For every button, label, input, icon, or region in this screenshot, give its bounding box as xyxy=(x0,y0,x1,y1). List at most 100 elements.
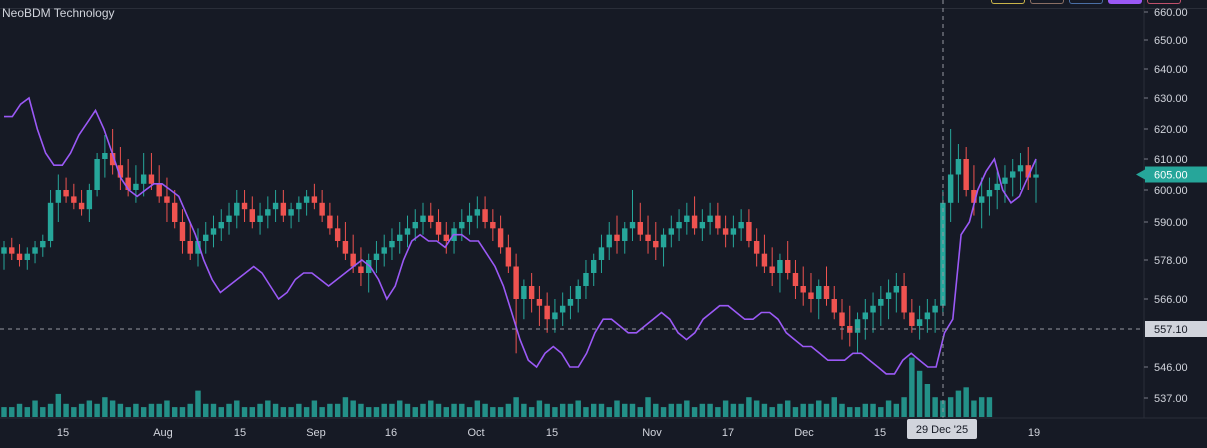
swatch-blue[interactable] xyxy=(1069,0,1103,4)
candle-body xyxy=(528,286,535,299)
swatch-yellow[interactable] xyxy=(991,0,1025,4)
volume-bar xyxy=(203,403,209,417)
candle-body xyxy=(707,215,713,222)
candle-body xyxy=(459,222,465,229)
candle-body xyxy=(691,215,698,229)
candle-body xyxy=(986,190,993,197)
candle-body xyxy=(358,266,364,273)
volume-bar xyxy=(559,403,566,417)
candle-body xyxy=(583,273,589,286)
candle-body xyxy=(885,292,892,299)
candle-body xyxy=(753,241,760,254)
candle-body xyxy=(629,222,636,229)
time-axis[interactable]: 15 Aug 15 Sep 16 Oct 15 Nov 17 Dec 15 29 Dec '25 19 xyxy=(57,419,1040,439)
volume-bar xyxy=(334,403,341,417)
volume-bar xyxy=(319,407,325,417)
volume-bar xyxy=(428,400,434,417)
candle-body xyxy=(55,190,62,203)
volume-bar xyxy=(909,357,915,417)
candle-body xyxy=(684,215,690,222)
volume-bar xyxy=(288,407,294,417)
volume-bar xyxy=(311,400,318,417)
volume-bar xyxy=(265,400,271,417)
candle-body xyxy=(218,222,224,229)
candle-body xyxy=(490,222,496,229)
swatch-purple[interactable] xyxy=(1108,0,1142,4)
candle-body xyxy=(109,153,116,166)
volume-bar xyxy=(420,403,426,417)
candle-body xyxy=(761,253,768,267)
price-tick-label: 590.00 xyxy=(1154,217,1188,229)
candle-body xyxy=(521,286,527,299)
volume-bar xyxy=(567,403,574,417)
volume-bar xyxy=(808,403,814,417)
candle-body xyxy=(482,209,488,222)
volume-bar xyxy=(684,400,690,417)
volume-bar xyxy=(249,407,256,417)
volume-bar xyxy=(140,407,147,417)
volume-bar xyxy=(397,400,403,417)
price-tick-label: 640.00 xyxy=(1154,64,1188,76)
volume-bar xyxy=(482,403,488,417)
candle-body xyxy=(412,222,418,229)
time-tick-label: 15 xyxy=(546,427,558,439)
volume-bar xyxy=(699,403,706,417)
volume-bar xyxy=(195,390,201,417)
time-tick-label: Aug xyxy=(153,427,173,439)
candle-body xyxy=(544,305,550,320)
volume-bar xyxy=(179,407,186,417)
volume-bar xyxy=(164,400,170,417)
volume-bar xyxy=(226,403,232,417)
volume-bar xyxy=(839,403,845,417)
candle-body xyxy=(296,202,302,210)
candle-body xyxy=(389,241,395,248)
candle-body xyxy=(614,234,620,241)
candle-body xyxy=(78,202,85,210)
candle-body xyxy=(342,241,349,254)
candle-body xyxy=(870,305,876,313)
candle-body xyxy=(288,209,294,216)
volume-bar xyxy=(722,400,729,417)
candle-body xyxy=(24,253,30,260)
volume-bar xyxy=(9,407,15,417)
candle-body xyxy=(474,209,481,216)
candle-body xyxy=(823,286,830,299)
volume-bar xyxy=(847,407,853,417)
swatch-brown[interactable] xyxy=(1030,0,1064,4)
candle-body xyxy=(1010,171,1016,178)
price-tick-label: 578.00 xyxy=(1154,255,1188,267)
candle-body xyxy=(272,202,279,210)
volume-bar xyxy=(125,407,131,417)
time-tick-label: Dec xyxy=(794,427,814,439)
volume-bar xyxy=(753,400,760,417)
volume-bar xyxy=(536,400,543,417)
candle-body xyxy=(505,247,512,267)
candle-body xyxy=(746,222,752,241)
volume-bar xyxy=(769,407,775,417)
volume-bar xyxy=(490,407,496,417)
candle-body xyxy=(1,247,7,254)
volume-bar xyxy=(86,400,93,417)
volume-bar xyxy=(443,407,450,417)
volume-bar xyxy=(629,403,636,417)
candle-body xyxy=(893,286,900,293)
price-axis[interactable]: 537.00 546.00 557.10 566.00 578.00 590.00 600.… xyxy=(1136,7,1207,405)
volume-bar xyxy=(854,407,861,417)
candle-body xyxy=(932,305,938,313)
candle-body xyxy=(831,299,837,313)
volume-bar xyxy=(102,397,108,417)
candle-body xyxy=(816,286,822,299)
volume-bar xyxy=(598,403,605,417)
price-tick-label: 600.00 xyxy=(1154,185,1188,197)
volume-bar xyxy=(24,407,30,417)
volume-bar xyxy=(738,403,744,417)
candle-body xyxy=(327,215,333,229)
volume-bar xyxy=(955,390,962,417)
volume-bar xyxy=(893,403,900,417)
price-tick-label: 566.00 xyxy=(1154,294,1188,306)
time-tick-label: 17 xyxy=(722,427,734,439)
candle-body xyxy=(303,196,310,203)
candle-body xyxy=(16,253,23,260)
swatch-red[interactable] xyxy=(1147,0,1181,4)
